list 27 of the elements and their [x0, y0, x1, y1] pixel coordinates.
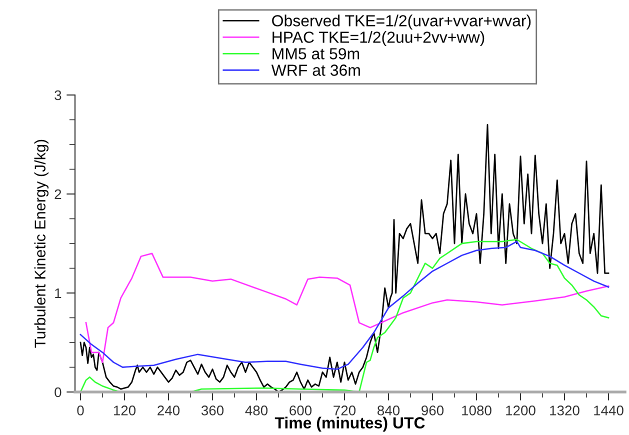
x-tick-label: 360	[201, 406, 224, 416]
y-tick-label: 0	[54, 387, 62, 398]
line-series	[80, 124, 610, 392]
legend-label: Observed TKE=1/2(uvar+vvar+wvar)	[272, 14, 531, 30]
x-tick-label: 1080	[462, 406, 492, 416]
y-tick-label: 2	[54, 189, 62, 200]
x-tick-label: 240	[158, 406, 180, 416]
line-series	[80, 240, 610, 370]
x-tick-label: 0	[77, 406, 84, 416]
y-axis-title: Turbulent Kinetic Energy (J/kg)	[34, 140, 49, 348]
x-tick-label: 1200	[506, 406, 536, 416]
legend-label: HPAC TKE=1/2(2uu+2vv+ww)	[272, 31, 484, 46]
line-series	[80, 238, 610, 392]
x-tick-label: 480	[245, 406, 268, 416]
line-series	[85, 252, 610, 363]
x-tick-label: 600	[290, 406, 312, 416]
x-axis-title: Time (minutes) UTC	[274, 416, 425, 432]
x-tick-label: 960	[422, 406, 444, 416]
x-tick-label: 720	[334, 406, 356, 416]
x-tick-label: 120	[114, 406, 136, 416]
legend-label: MM5 at 59m	[272, 48, 360, 60]
x-tick-label: 840	[378, 406, 400, 416]
y-tick-label: 3	[54, 90, 62, 100]
y-tick-label: 1	[55, 288, 62, 298]
x-tick-label: 1320	[550, 406, 580, 416]
x-tick-label: 1440	[594, 406, 624, 416]
legend-label: WRF at 36m	[271, 64, 360, 76]
